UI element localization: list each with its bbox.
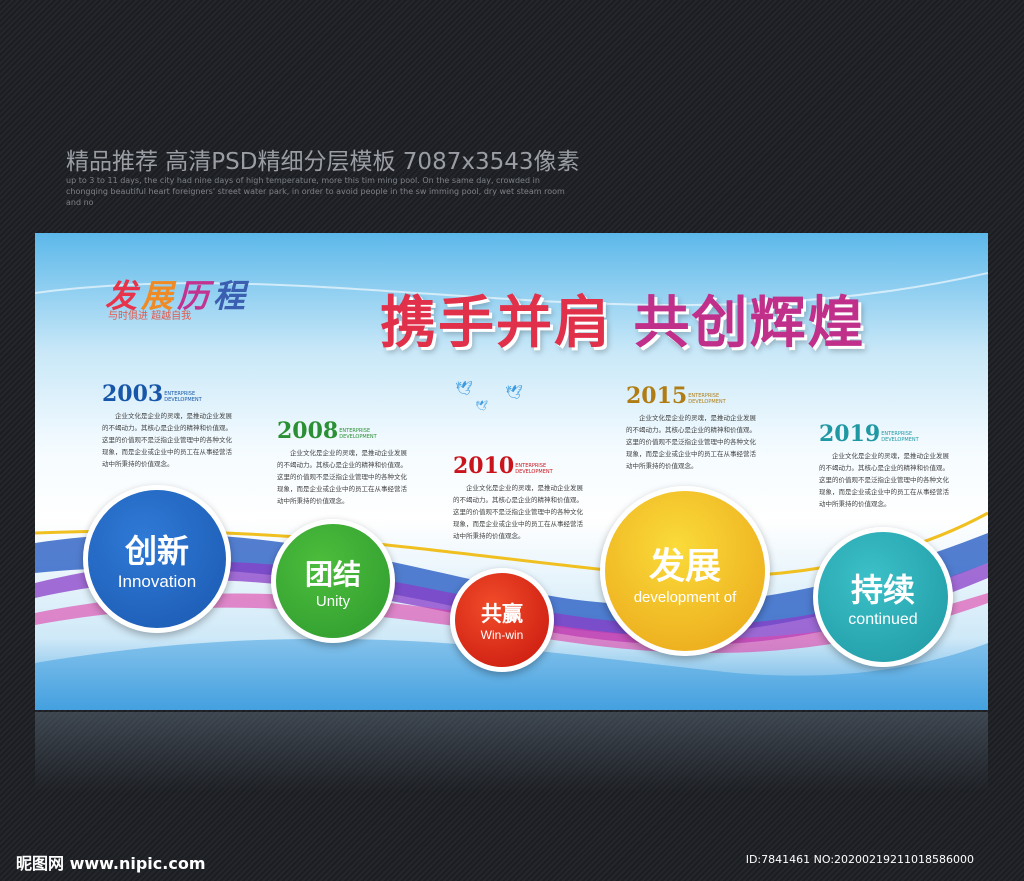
milestone-tag: ENTERPRISE DEVELOPMENT [688,393,726,405]
logo-char: 程 [213,277,250,315]
milestone-text: 企业文化是企业的灵魂，是推动企业发展的不竭动力。其核心是企业的精神和价值观。这里… [453,484,583,540]
bird-icon: 🕊 [505,385,523,401]
logo-char: 发 [105,277,142,315]
milestone-year: 2008 [277,418,339,444]
value-circle-unity: 团结 Unity [271,519,395,643]
milestone-year: 2010 [453,453,515,479]
promo-title: 精品推荐 高清PSD精细分层模板 7087x3543像素 [66,149,580,175]
milestone-tag: ENTERPRISE DEVELOPMENT [881,431,919,443]
headline: 携手并肩 共创辉煌 [380,278,866,359]
milestone-2015: 2015ENTERPRISE DEVELOPMENT 企业文化是企业的灵魂，是推… [626,383,826,472]
milestone-text: 企业文化是企业的灵魂，是推动企业发展的不竭动力。其核心是企业的精神和价值观。这里… [277,449,407,505]
milestone-text: 企业文化是企业的灵魂，是推动企业发展的不竭动力。其核心是企业的精神和价值观。这里… [102,412,232,468]
milestone-tag: ENTERPRISE DEVELOPMENT [515,463,553,475]
logo-char: 展 [141,277,178,315]
bird-icon: 🕊 [475,401,488,412]
milestone-2010: 2010ENTERPRISE DEVELOPMENT 企业文化是企业的灵魂，是推… [453,453,653,542]
milestone-2019: 2019ENTERPRISE DEVELOPMENT 企业文化是企业的灵魂，是推… [819,421,988,510]
value-en: Unity [315,592,351,610]
slogan: 与时俱进 超越自我 [108,311,192,322]
promo-blurb: up to 3 to 11 days, the city had nine da… [66,176,565,207]
value-cn: 持续 [850,571,915,609]
milestone-2008: 2008ENTERPRISE DEVELOPMENT 企业文化是企业的灵魂，是推… [277,418,477,507]
image-id: ID:7841461 NO:20200219211018586000 [745,853,974,866]
value-en: development of [633,588,737,606]
logo-char: 历 [177,277,214,315]
value-cn: 发展 [648,544,721,587]
milestone-text: 企业文化是企业的灵魂，是推动企业发展的不竭动力。其核心是企业的精神和价值观。这里… [819,452,949,508]
value-circle-continued: 持续 continued [813,527,953,667]
milestone-2003: 2003ENTERPRISE DEVELOPMENT 企业文化是企业的灵魂，是推… [102,381,302,470]
milestone-tag: ENTERPRISE DEVELOPMENT [339,428,377,440]
watermark-logo: 昵图网 www.nipic.com [16,854,206,873]
milestone-tag: ENTERPRISE DEVELOPMENT [164,391,202,403]
value-en: Innovation [117,572,197,591]
logo-title: 发展历程 [105,271,249,317]
value-circle-win-win: 共赢 Win-win [450,568,554,672]
board-reflection [35,712,988,792]
milestone-text: 企业文化是企业的灵魂，是推动企业发展的不竭动力。其核心是企业的精神和价值观。这里… [626,414,756,470]
value-cn: 团结 [304,557,361,591]
milestone-year: 2003 [102,381,164,407]
value-cn: 共赢 [481,601,523,626]
value-circle-development: 发展 development of [600,486,770,656]
value-en: continued [848,611,918,628]
milestone-year: 2019 [819,421,881,447]
headline-part1: 携手并肩 [380,290,612,356]
value-circle-innovation: 创新 Innovation [83,485,231,633]
value-en: Win-win [480,628,524,642]
bird-icon: 🕊 [455,381,473,397]
value-cn: 创新 [124,532,189,570]
milestone-year: 2015 [626,383,688,409]
poster-board: 发展历程 与时俱进 超越自我 携手并肩 共创辉煌 🕊 🕊 🕊 2003ENTER… [35,233,988,710]
headline-part2: 共创辉煌 [633,290,866,356]
